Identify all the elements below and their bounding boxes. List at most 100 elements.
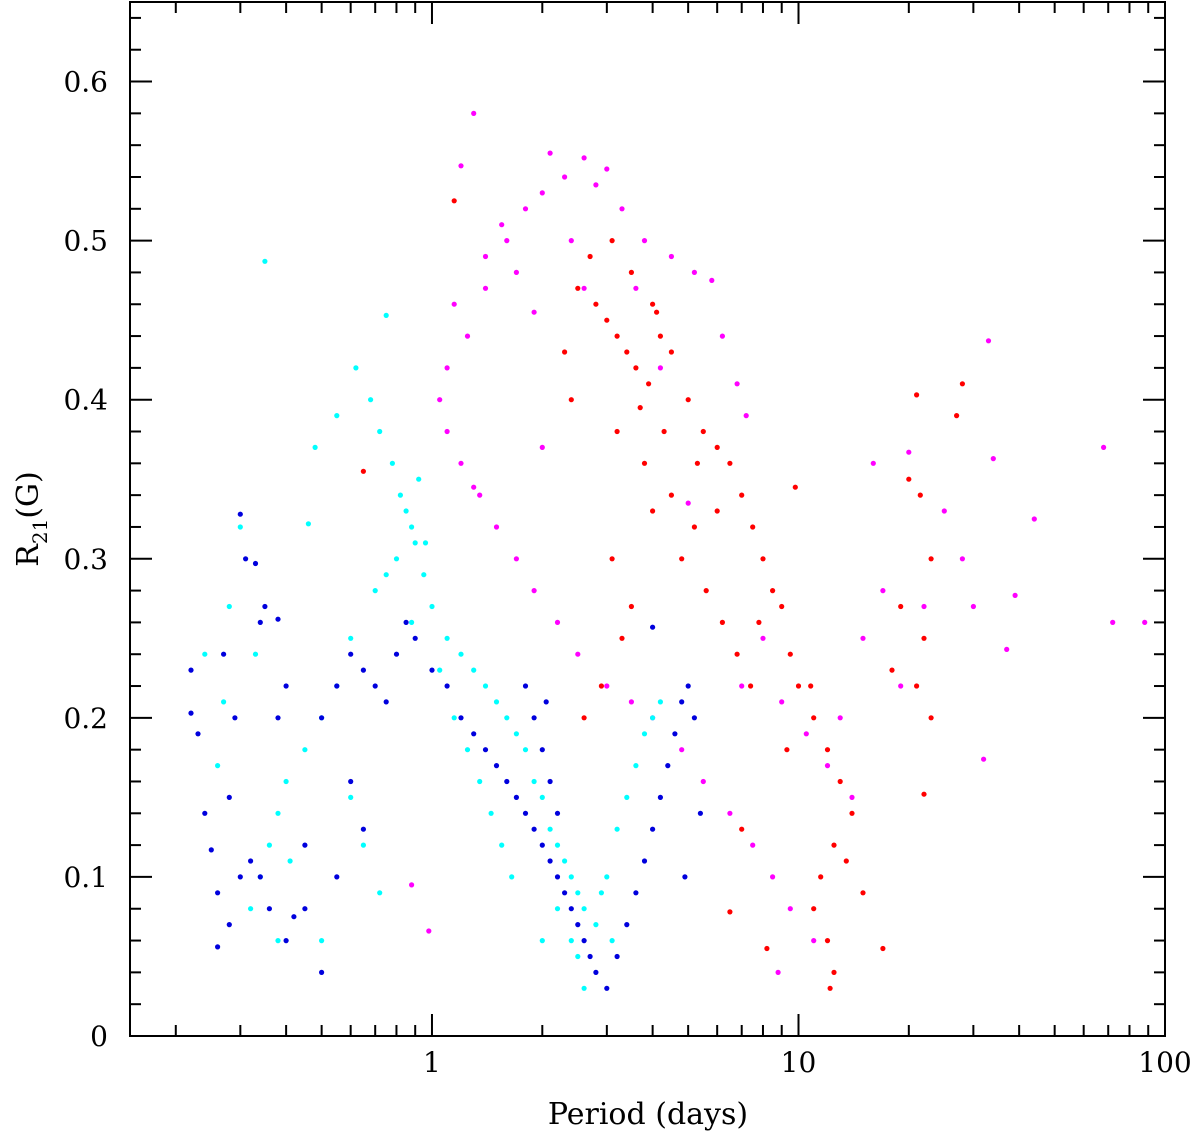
data-point: [795, 683, 802, 689]
data-point: [522, 683, 529, 689]
data-point: [587, 953, 593, 960]
data-point: [628, 603, 635, 610]
data-point: [654, 309, 660, 315]
data-point: [547, 826, 553, 832]
data-point: [614, 953, 620, 960]
data-point: [694, 460, 701, 466]
data-point: [691, 269, 698, 275]
data-point: [760, 635, 766, 641]
data-point: [1110, 619, 1116, 626]
data-point: [444, 683, 450, 689]
data-point: [811, 938, 817, 944]
data-point: [808, 683, 814, 689]
data-point: [547, 150, 553, 156]
data-point: [928, 556, 934, 562]
data-point: [743, 413, 749, 419]
data-point: [493, 763, 500, 769]
x-tick-label: 10: [781, 1046, 817, 1079]
data-point: [531, 715, 537, 721]
data-point: [195, 731, 201, 737]
data-point: [906, 476, 912, 482]
data-point: [650, 624, 656, 630]
tick-labels: 1 10 100 0 0.1 0.2 0.3 0.4 0.5 0.6: [63, 66, 1191, 1079]
data-point: [1012, 592, 1018, 599]
data-point: [685, 683, 691, 689]
data-point: [444, 635, 450, 641]
data-point: [488, 810, 494, 816]
y-axis-label-main: R: [11, 543, 46, 567]
data-point: [568, 238, 574, 244]
data-point: [215, 890, 221, 896]
data-point: [906, 449, 912, 455]
data-point: [504, 715, 510, 721]
data-point: [770, 588, 776, 594]
data-point: [252, 560, 259, 567]
data-point: [593, 922, 599, 928]
y-tick-label: 0.5: [63, 225, 108, 258]
data-point: [764, 945, 770, 952]
data-point: [1142, 619, 1148, 626]
data-point: [522, 747, 529, 753]
data-point: [226, 603, 232, 610]
data-point: [624, 794, 630, 801]
y-tick-label: 0.2: [63, 702, 108, 735]
data-point: [477, 492, 483, 498]
data-point: [504, 238, 510, 244]
data-point: [429, 603, 435, 610]
data-point: [458, 715, 464, 721]
data-point: [709, 277, 715, 283]
data-point: [824, 763, 831, 769]
data-point: [554, 842, 561, 848]
data-point: [568, 874, 574, 880]
data-point: [641, 731, 648, 737]
data-point: [232, 715, 238, 721]
data-point: [504, 778, 510, 785]
data-point: [547, 778, 553, 785]
data-point: [760, 556, 766, 562]
data-point: [665, 763, 671, 769]
data-point: [493, 699, 500, 705]
data-point: [493, 524, 500, 530]
data-point: [703, 588, 709, 594]
data-point: [477, 778, 483, 785]
data-point: [393, 651, 400, 657]
data-point: [426, 928, 432, 934]
data-point: [860, 890, 866, 896]
plot-frame: [129, 1, 1166, 1037]
data-point: [334, 413, 340, 419]
data-point: [409, 619, 415, 626]
data-point: [360, 842, 366, 848]
data-point: [787, 906, 793, 912]
data-point: [587, 253, 593, 260]
data-point: [305, 521, 311, 527]
data-point: [598, 890, 605, 896]
data-point: [389, 460, 395, 466]
data-point: [1101, 444, 1107, 450]
data-point: [403, 508, 409, 514]
data-point: [954, 413, 960, 419]
data-point: [581, 155, 587, 161]
data-point: [668, 253, 675, 260]
data-point: [750, 524, 756, 530]
data-point: [691, 715, 698, 721]
data-point: [898, 603, 904, 610]
data-point: [880, 588, 886, 594]
data-point: [302, 906, 308, 912]
data-point: [226, 922, 232, 928]
data-point: [959, 556, 966, 562]
data-point: [275, 715, 281, 721]
data-point: [562, 858, 568, 864]
data-point: [471, 731, 477, 737]
y-axis-label-tail: (G): [11, 471, 46, 518]
data-point: [348, 635, 354, 641]
data-point: [237, 511, 243, 517]
data-point: [287, 858, 293, 864]
data-point: [614, 428, 620, 435]
x-tick-label: 100: [1138, 1046, 1191, 1079]
data-point: [581, 938, 587, 944]
data-point: [531, 826, 537, 832]
data-point: [208, 847, 214, 853]
data-point: [458, 651, 464, 657]
data-point: [575, 922, 581, 928]
